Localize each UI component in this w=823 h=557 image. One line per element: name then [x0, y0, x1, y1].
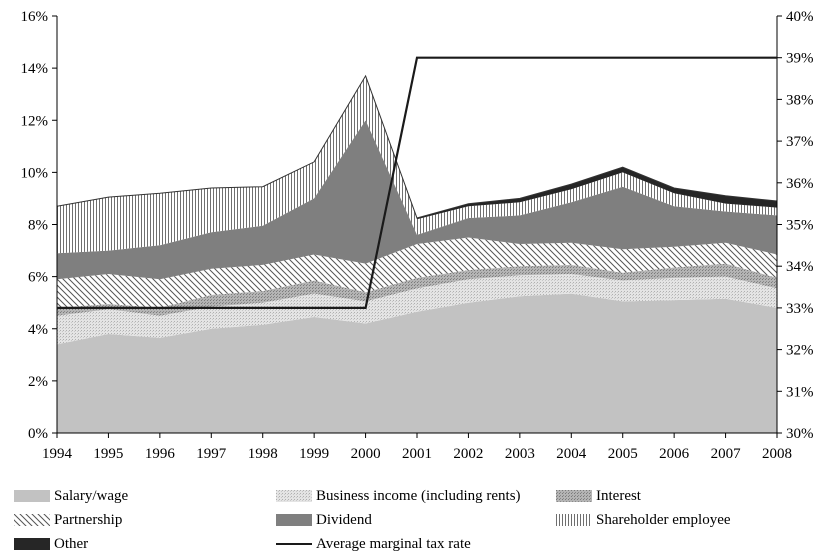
x-tick-label: 2003: [505, 446, 535, 462]
legend-swatch-dividend: [276, 514, 312, 526]
y-right-tick-label: 36%: [786, 176, 814, 192]
x-tick-label: 1994: [42, 446, 73, 462]
y-left-tick-label: 4%: [28, 322, 48, 338]
y-right-tick-label: 34%: [786, 259, 814, 275]
y-right-tick-label: 35%: [786, 218, 814, 234]
legend-item-other: Other: [14, 534, 88, 554]
y-left-tick-label: 16%: [21, 9, 49, 25]
area-partnership: [57, 237, 777, 308]
legend-item-dividend: Dividend: [276, 510, 372, 530]
legend-swatch-other: [14, 538, 50, 550]
y-left-tick-label: 12%: [21, 113, 49, 129]
legend-swatch-shareholder: [556, 514, 592, 526]
x-tick-label: 2005: [608, 446, 638, 462]
legend-label-partnership: Partnership: [54, 511, 123, 528]
x-tick-label: 1998: [248, 446, 278, 462]
legend-swatch-partnership: [14, 514, 50, 526]
legend-item-salary: Salary/wage: [14, 486, 128, 506]
y-left-tick-label: 10%: [21, 165, 49, 181]
chart: 0% 2% 4% 6% 8% 10% 12% 14% 16% 30% 31% 32% 33% 34% 35%…: [21, 9, 814, 462]
legend-label-shareholder: Shareholder employee: [596, 511, 731, 528]
legend-swatch-business: [276, 490, 312, 502]
y-right-tick-label: 31%: [786, 384, 814, 400]
area-dividend: [57, 120, 777, 280]
x-tick-label: 2004: [556, 446, 587, 462]
x-tick-label: 1996: [145, 446, 176, 462]
legend-label-salary: Salary/wage: [54, 487, 129, 504]
x-tick-label: 2000: [351, 446, 381, 462]
y-left-tick-label: 0%: [28, 426, 48, 442]
legend-label-business: Business income (including rents): [316, 487, 521, 504]
y-left-tick-label: 8%: [28, 218, 48, 234]
x-tick-label: 1999: [299, 446, 329, 462]
legend-item-business: Business income (including rents): [276, 486, 521, 506]
area-business-income: [57, 274, 777, 345]
y-left-tick-label: 14%: [21, 61, 49, 77]
y-left-tick-label: 6%: [28, 270, 48, 286]
area-salary: [57, 293, 777, 433]
legend-label-interest: Interest: [596, 487, 641, 504]
legend-swatch-interest: [556, 490, 592, 502]
y-right-tick-label: 40%: [786, 9, 814, 25]
legend-item-partnership: Partnership: [14, 510, 122, 530]
line-average-marginal-tax-rate: [57, 56, 777, 309]
legend: Salary/wage Business income (including r…: [0, 482, 823, 557]
legend-swatch-salary: [14, 490, 50, 502]
x-tick-label: 2007: [711, 446, 742, 462]
y-right-tick-label: 32%: [786, 343, 814, 359]
y-right-tick-label: 38%: [786, 92, 814, 108]
x-tick-label: 1997: [196, 446, 227, 462]
x-tick-label: 2002: [453, 446, 483, 462]
y-right-tick-label: 33%: [786, 301, 814, 317]
legend-swatch-tax-rate: [276, 543, 312, 545]
area-shareholder-employee: [57, 75, 777, 254]
area-interest: [57, 263, 777, 316]
x-tick-label: 2008: [762, 446, 792, 462]
y-left-tick-label: 2%: [28, 374, 48, 390]
x-tick-label: 2001: [402, 446, 432, 462]
legend-item-tax-rate: Average marginal tax rate: [276, 534, 471, 554]
legend-label-tax-rate: Average marginal tax rate: [316, 535, 471, 552]
legend-label-dividend: Dividend: [316, 511, 372, 528]
legend-item-interest: Interest: [556, 486, 641, 506]
legend-label-other: Other: [54, 535, 89, 552]
y-right-tick-label: 30%: [786, 426, 814, 442]
area-total-outline: [56, 74, 778, 219]
x-tick-label: 2006: [659, 446, 690, 462]
legend-item-shareholder: Shareholder employee: [556, 510, 731, 530]
y-right-tick-label: 37%: [786, 134, 814, 150]
y-right-tick-label: 39%: [786, 51, 814, 67]
x-tick-label: 1995: [93, 446, 123, 462]
